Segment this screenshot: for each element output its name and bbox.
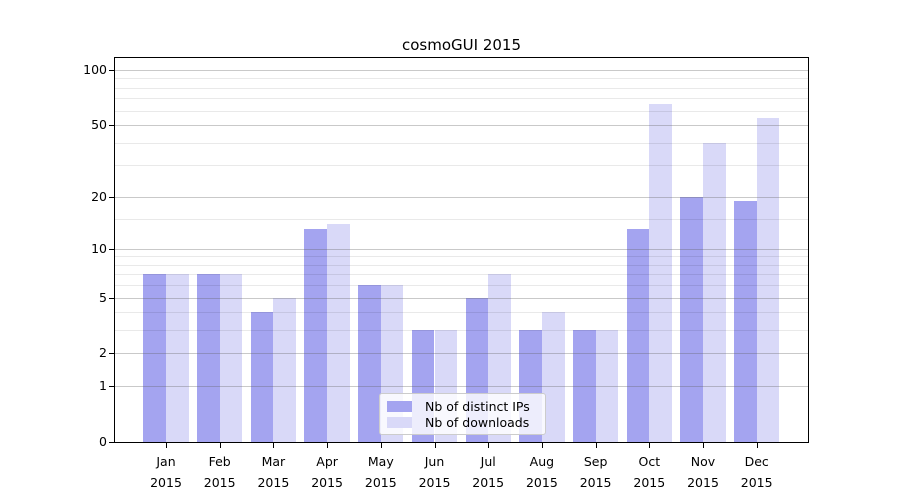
x-tick-label-feb: Feb 2015 xyxy=(203,454,236,490)
x-tick-oct xyxy=(649,443,651,448)
legend-label-distinct-ips: Nb of distinct IPs xyxy=(425,399,530,415)
bar-distinct-ips-sep xyxy=(572,330,596,442)
gridline-y-100 xyxy=(115,70,808,71)
x-tick-label-aug: Aug 2015 xyxy=(525,454,558,490)
y-tick-50 xyxy=(109,125,114,127)
x-tick-label-jan: Jan 2015 xyxy=(150,454,182,490)
legend: Nb of distinct IPs Nb of downloads xyxy=(379,393,546,435)
x-tick-label-may: May 2015 xyxy=(364,454,397,490)
bar-distinct-ips-feb xyxy=(197,274,220,442)
gridline-y-50 xyxy=(115,125,808,127)
bar-downloads-oct xyxy=(649,104,672,442)
y-tick-label-2: 2 xyxy=(99,345,107,361)
plot-area xyxy=(115,58,808,442)
x-tick-jan xyxy=(166,443,167,448)
bar-downloads-jan xyxy=(166,274,189,442)
bar-downloads-nov xyxy=(703,142,726,442)
x-tick-label-jun: Jun 2015 xyxy=(418,454,451,490)
x-tick-sep xyxy=(595,443,597,448)
y-tick-label-1: 1 xyxy=(99,378,107,394)
legend-item-downloads: Nb of downloads xyxy=(387,415,537,431)
legend-label-downloads: Nb of downloads xyxy=(425,414,530,430)
y-tick-label-50: 50 xyxy=(91,117,107,133)
bar-distinct-ips-nov xyxy=(680,196,703,442)
bar-distinct-ips-apr xyxy=(304,229,328,442)
bar-distinct-ips-oct xyxy=(626,229,650,442)
x-tick-apr xyxy=(327,443,329,448)
gridline-y-2 xyxy=(115,353,808,355)
bar-downloads-sep xyxy=(595,330,619,442)
bar-downloads-feb xyxy=(219,274,243,442)
minor-gridline-y-40 xyxy=(115,142,808,144)
minor-gridline-y-8 xyxy=(115,264,808,266)
bar-downloads-apr xyxy=(327,223,350,442)
y-tick-label-5: 5 xyxy=(99,289,107,305)
x-tick-dec xyxy=(756,443,758,448)
legend-item-distinct-ips: Nb of distinct IPs xyxy=(387,399,537,415)
x-tick-label-jul: Jul 2015 xyxy=(472,454,505,490)
bar-downloads-aug xyxy=(541,312,565,442)
minor-gridline-y-9 xyxy=(115,256,808,258)
minor-gridline-y-90 xyxy=(115,78,808,80)
x-tick-label-sep: Sep 2015 xyxy=(579,454,612,490)
chart-title: cosmoGUI 2015 xyxy=(402,36,521,54)
y-tick-label-20: 20 xyxy=(91,188,107,204)
bar-downloads-dec xyxy=(756,117,780,442)
x-tick-label-nov: Nov 2015 xyxy=(687,454,719,490)
y-tick-0 xyxy=(109,442,114,443)
minor-gridline-y-15 xyxy=(115,218,808,220)
gridline-y-5 xyxy=(115,297,808,299)
x-tick-feb xyxy=(219,443,221,448)
x-tick-aug xyxy=(541,443,543,448)
x-tick-label-mar: Mar 2015 xyxy=(257,454,290,490)
gridline-y-1 xyxy=(115,386,808,388)
x-tick-jul xyxy=(488,443,490,448)
y-tick-10 xyxy=(109,248,114,250)
y-tick-label-10: 10 xyxy=(91,240,107,256)
minor-gridline-y-6 xyxy=(115,285,808,287)
x-tick-mar xyxy=(273,443,275,448)
x-tick-jun xyxy=(434,443,436,448)
y-tick-20 xyxy=(109,196,114,198)
y-tick-5 xyxy=(109,297,114,299)
minor-gridline-y-3 xyxy=(115,330,808,332)
legend-swatch-downloads xyxy=(387,416,412,428)
y-tick-1 xyxy=(109,386,114,388)
x-tick-may xyxy=(380,443,382,448)
minor-gridline-y-7 xyxy=(115,274,808,276)
x-tick-nov xyxy=(703,443,704,448)
minor-gridline-y-30 xyxy=(115,165,808,167)
bar-distinct-ips-dec xyxy=(734,200,757,442)
bar-distinct-ips-may xyxy=(358,285,381,442)
x-tick-label-dec: Dec 2015 xyxy=(740,454,773,490)
minor-gridline-y-60 xyxy=(115,110,808,112)
bar-distinct-ips-mar xyxy=(250,312,274,442)
x-tick-label-oct: Oct 2015 xyxy=(633,454,666,490)
gridline-y-10 xyxy=(115,248,808,250)
minor-gridline-y-70 xyxy=(115,98,808,100)
legend-swatch-distinct-ips xyxy=(387,401,412,413)
y-tick-100 xyxy=(109,70,114,71)
bar-distinct-ips-jan xyxy=(143,274,166,442)
y-tick-label-0: 0 xyxy=(99,434,107,449)
bar-downloads-mar xyxy=(273,297,297,442)
y-tick-2 xyxy=(109,353,114,355)
x-tick-label-apr: Apr 2015 xyxy=(311,454,343,490)
minor-gridline-y-80 xyxy=(115,87,808,89)
minor-gridline-y-4 xyxy=(115,312,808,314)
y-tick-label-100: 100 xyxy=(83,62,107,77)
gridline-y-20 xyxy=(115,196,808,198)
